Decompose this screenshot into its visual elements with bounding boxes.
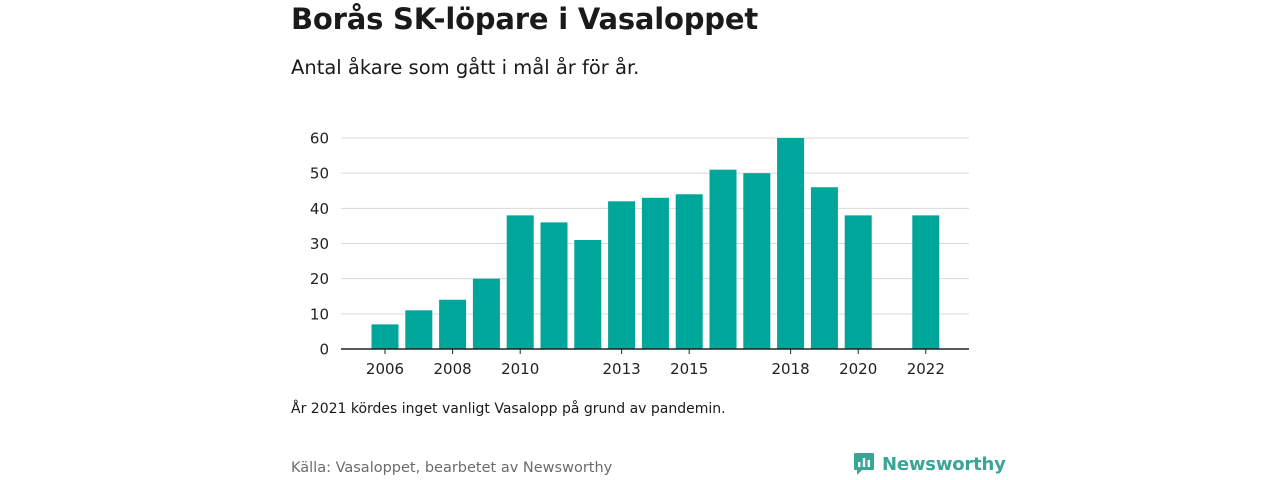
bar-2018	[777, 138, 805, 349]
bar-2010	[506, 215, 534, 349]
x-tick-label: 2006	[366, 360, 404, 378]
bar-2020	[844, 215, 872, 349]
bar-2007	[405, 310, 433, 349]
newsworthy-logo: Newsworthy	[853, 452, 1006, 476]
y-tick-label: 50	[310, 165, 329, 183]
bar-2017	[743, 173, 771, 349]
axes: 0 10 20 30 40 50 60 2006 2008 2010 2013 2015 2018 202…	[310, 130, 969, 378]
source-text: Källa: Vasaloppet, bearbetet av Newswort…	[291, 460, 613, 476]
bar-2022	[912, 215, 940, 349]
x-tick-label: 2022	[907, 360, 945, 378]
logo-text: Newsworthy	[882, 453, 1006, 475]
bar-2006	[371, 324, 399, 349]
x-tick-label: 2018	[772, 360, 810, 378]
x-tick-label: 2010	[501, 360, 539, 378]
bar-2008	[439, 299, 467, 349]
chart-subtitle: Antal åkare som gått i mål år för år.	[291, 56, 640, 79]
x-tick-label: 2020	[839, 360, 877, 378]
y-tick-label: 10	[310, 305, 329, 323]
bars	[371, 138, 940, 349]
chart-title: Borås SK-löpare i Vasaloppet	[291, 2, 758, 36]
y-tick-label: 40	[310, 200, 329, 218]
bar-2011	[540, 222, 568, 349]
x-tick-label: 2008	[434, 360, 472, 378]
bar-2009	[472, 278, 500, 349]
bar-2013	[608, 201, 636, 349]
bar-2016	[709, 169, 737, 349]
bar-2012	[574, 239, 602, 349]
y-tick-label: 20	[310, 270, 329, 288]
x-tick-label: 2015	[670, 360, 708, 378]
bar-2014	[641, 197, 669, 349]
y-tick-label: 0	[319, 341, 329, 359]
y-tick-label: 30	[310, 235, 329, 253]
bar-2015	[675, 194, 703, 349]
newsworthy-logo-icon	[854, 453, 874, 475]
y-tick-label: 60	[310, 130, 329, 148]
footnote: År 2021 kördes inget vanligt Vasalopp på…	[291, 401, 726, 417]
x-tick-label: 2013	[603, 360, 641, 378]
bar-2019	[810, 187, 838, 349]
